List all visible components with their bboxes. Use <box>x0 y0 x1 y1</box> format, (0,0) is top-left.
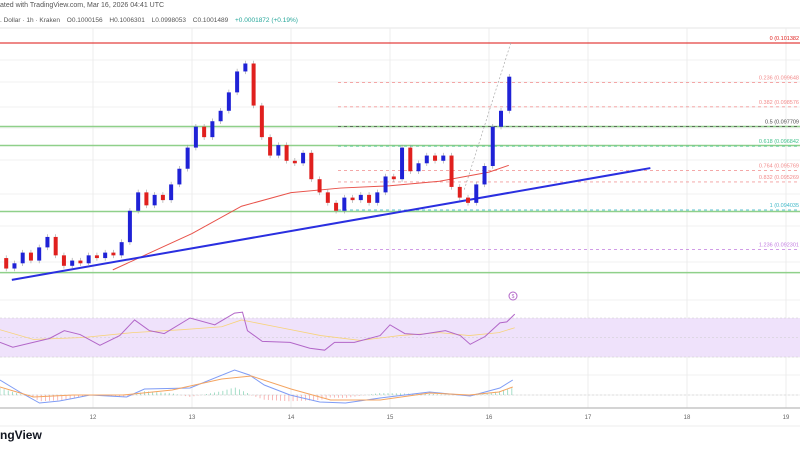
candle-up <box>218 110 223 122</box>
candle-up <box>375 192 380 203</box>
candle-up <box>37 247 42 261</box>
candle-down <box>144 192 149 206</box>
candle-down <box>259 105 264 138</box>
candle-down <box>457 186 462 198</box>
candle-down <box>61 255 66 266</box>
fib-level-label: 0.618 (0.096842 <box>759 139 799 145</box>
candle-down <box>408 147 413 172</box>
candle-up <box>226 92 231 111</box>
candle-up <box>499 110 504 127</box>
fib-level-label: 0.236 (0.099648 <box>759 75 799 81</box>
candle-down <box>309 152 314 180</box>
candle-up <box>45 236 50 248</box>
candle-down <box>334 202 339 211</box>
close-value: C0.1001489 <box>192 17 229 24</box>
high-value: H0.1006301 <box>109 17 145 24</box>
x-tick-label: 16 <box>486 415 493 421</box>
candle-down <box>53 236 58 256</box>
candle-down <box>317 179 322 193</box>
candle-up <box>482 166 487 185</box>
candle-up <box>20 252 25 264</box>
candle-down <box>78 260 83 264</box>
candle-up <box>424 155 429 164</box>
candle-down <box>350 197 355 201</box>
symbol-name[interactable]: . Dollar · 1h · Kraken <box>0 17 60 24</box>
candle-up <box>127 210 132 243</box>
x-tick-label: 18 <box>684 415 691 421</box>
candle-down <box>284 145 289 161</box>
fib-level-label: 1 (0.094035 <box>770 203 799 209</box>
low-value: L0.0998053 <box>151 17 186 24</box>
candle-up <box>235 71 240 93</box>
open-value: O0.1000156 <box>66 17 103 24</box>
candle-up <box>243 63 248 72</box>
header-bg <box>0 0 800 12</box>
candle-down <box>4 258 9 269</box>
tradingview-logo: ngView <box>0 428 42 442</box>
x-tick-label: 19 <box>783 415 790 421</box>
candle-up <box>103 252 108 259</box>
x-tick-label: 12 <box>90 415 97 421</box>
rsi-line <box>0 311 516 351</box>
candle-up <box>358 194 363 201</box>
fib-level-label: 0 (0.101382 <box>770 36 799 42</box>
candle-down <box>449 155 454 187</box>
candle-up <box>152 194 157 206</box>
candle-up <box>400 147 405 180</box>
trendline <box>11 167 651 281</box>
macd-signal-line <box>0 375 513 401</box>
candle-down <box>28 252 33 261</box>
candle-down <box>268 137 273 156</box>
candle-up <box>301 152 306 164</box>
candle-up <box>416 163 421 172</box>
x-tick-label: 13 <box>189 415 196 421</box>
ema-line <box>112 164 509 271</box>
candle-down <box>202 126 207 138</box>
candle-down <box>391 176 396 180</box>
candle-up <box>185 147 190 169</box>
candle-up <box>441 155 446 161</box>
fib-level-label: 0.832 (0.095269 <box>759 175 799 181</box>
macd-line <box>0 369 514 404</box>
change-value: +0.0001872 (+0.19%) <box>235 17 298 24</box>
fib-level-label: 0.382 (0.098576 <box>759 100 799 106</box>
fib-level-label: 0.5 (0.097709 <box>765 119 799 125</box>
x-tick-label: 15 <box>387 415 394 421</box>
symbol-legend: . Dollar · 1h · Kraken O0.1000156 H0.100… <box>0 17 303 24</box>
candle-down <box>111 252 116 256</box>
x-tick-label: 17 <box>585 415 592 421</box>
candle-down <box>94 255 99 259</box>
candle-up <box>193 126 198 148</box>
fib-anchor-line <box>463 42 512 190</box>
candle-up <box>276 145 281 156</box>
candle-up <box>210 121 215 138</box>
fib-level-label: 1.236 (0.092301 <box>759 242 799 248</box>
candle-down <box>325 192 330 203</box>
candle-up <box>490 126 495 167</box>
candle-up <box>86 255 91 264</box>
candle-down <box>433 155 438 161</box>
x-tick-label: 14 <box>288 415 295 421</box>
rsi-signal-line <box>0 319 515 341</box>
candle-up <box>70 260 75 266</box>
published-caption: ated with TradingView.com, Mar 16, 2026 … <box>0 2 165 9</box>
candle-down <box>292 160 297 164</box>
candle-down <box>251 63 256 106</box>
dollar-circle-icon[interactable] <box>508 291 518 301</box>
fib-level-label: 0.764 (0.095769 <box>759 164 799 170</box>
candle-up <box>12 263 17 269</box>
candle-up <box>177 168 182 185</box>
candle-up <box>383 176 388 193</box>
candle-up <box>474 184 479 203</box>
candle-up <box>119 242 124 256</box>
dollar-glyph: $ <box>512 294 515 300</box>
candle-up <box>507 76 512 111</box>
candle-up <box>169 184 174 201</box>
candle-down <box>160 194 165 201</box>
candle-down <box>466 197 471 203</box>
candle-up <box>342 197 347 211</box>
candle-up <box>136 192 141 211</box>
candle-down <box>367 194 372 203</box>
